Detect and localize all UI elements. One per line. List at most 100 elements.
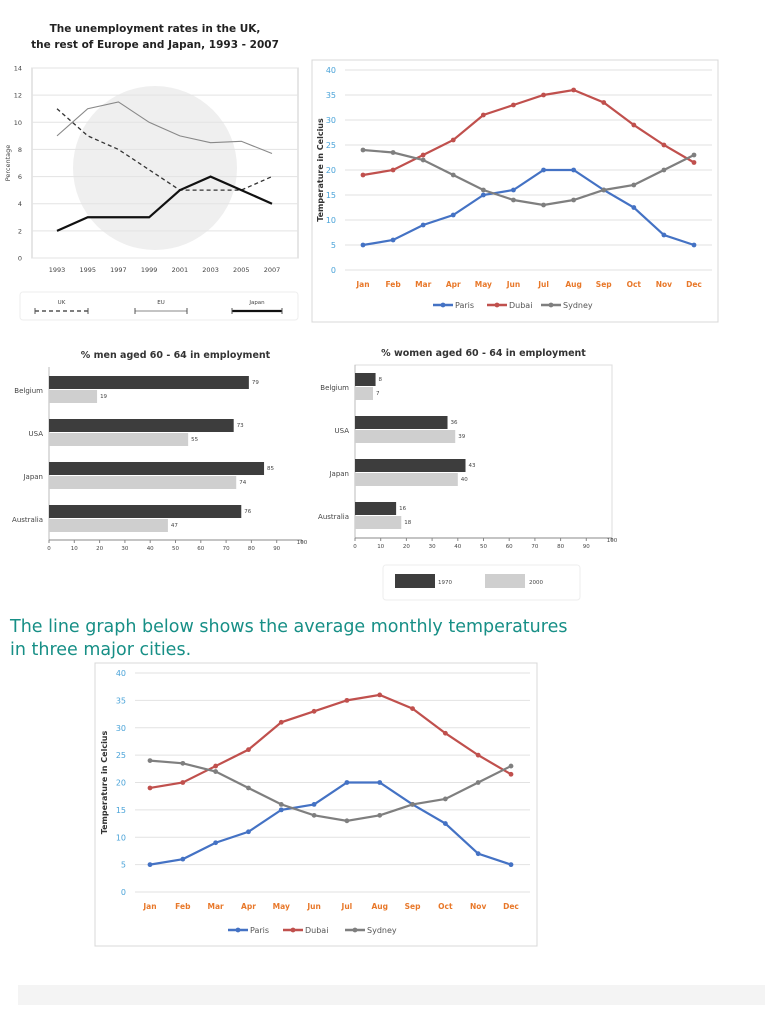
x-tick-label: Jan xyxy=(142,902,156,911)
data-point-paris xyxy=(691,242,697,248)
chart-title: % men aged 60 - 64 in employment xyxy=(81,350,271,361)
legend-marker xyxy=(290,927,296,933)
legend-label: Japan xyxy=(248,300,265,306)
bar-2000-australia xyxy=(49,519,168,532)
bar-1970-belgium xyxy=(355,373,376,386)
category-label: Australia xyxy=(318,513,349,521)
y-tick-label: 40 xyxy=(326,66,336,75)
x-tick-label: Jan xyxy=(355,280,369,289)
bar-1970-australia xyxy=(355,502,397,515)
y-axis-label: Percentage xyxy=(4,145,12,182)
y-tick-label: 5 xyxy=(331,241,336,250)
y-tick-label: 6 xyxy=(18,173,22,181)
data-point-sydney xyxy=(360,147,366,153)
data-point-sydney xyxy=(213,769,219,774)
legend-box xyxy=(382,564,581,601)
x-tick-label: Jun xyxy=(506,280,520,289)
data-point-dubai xyxy=(410,706,415,711)
data-point-dubai xyxy=(475,752,481,758)
y-tick-label: 10 xyxy=(14,119,22,127)
x-tick-label: May xyxy=(273,902,290,911)
data-point-dubai xyxy=(661,142,667,148)
y-tick-label: 10 xyxy=(326,216,336,225)
data-point-paris xyxy=(511,187,516,193)
chart-title: % women aged 60 - 64 in employment xyxy=(381,348,586,359)
x-tick-label: 20 xyxy=(96,546,103,552)
data-point-paris xyxy=(571,167,577,173)
data-point-sydney xyxy=(311,812,317,818)
data-point-paris xyxy=(344,780,350,785)
x-tick-label: 2007 xyxy=(264,266,281,274)
data-point-dubai xyxy=(147,785,153,791)
legend-marker xyxy=(494,302,500,308)
chart-title: The unemployment rates in the UK, xyxy=(50,23,261,35)
x-tick-label: Jul xyxy=(341,902,353,911)
series-line-dubai xyxy=(362,88,695,177)
x-tick-label: 0 xyxy=(47,546,51,552)
x-tick-label: 1993 xyxy=(49,266,66,274)
series-line-sydney xyxy=(362,148,695,207)
y-tick-label: 15 xyxy=(326,191,336,200)
x-tick-label: 80 xyxy=(557,544,564,550)
x-tick-label: Mar xyxy=(208,902,225,911)
y-tick-label: 0 xyxy=(121,888,126,897)
data-point-sydney xyxy=(541,202,546,208)
data-point-dubai xyxy=(601,100,607,105)
data-point-dubai xyxy=(420,152,426,158)
data-point-paris xyxy=(508,862,514,868)
y-tick-label: 25 xyxy=(116,751,126,760)
data-point-dubai xyxy=(571,87,577,93)
data-point-dubai xyxy=(246,747,251,753)
data-point-dubai xyxy=(377,692,383,698)
data-point-sydney xyxy=(508,763,514,769)
x-tick-label: 2005 xyxy=(233,266,250,274)
data-point-sydney xyxy=(344,818,350,824)
y-tick-label: 0 xyxy=(331,266,336,275)
bar-1970-australia xyxy=(49,505,242,518)
data-point-sydney xyxy=(480,187,486,193)
data-point-dubai xyxy=(691,160,697,165)
y-tick-label: 4 xyxy=(18,200,22,208)
data-point-sydney xyxy=(246,785,251,791)
data-point-sydney xyxy=(442,796,448,802)
bar-value-label: 79 xyxy=(252,380,259,386)
bar-1970-belgium xyxy=(49,376,249,389)
series-line-eu xyxy=(56,101,273,155)
x-tick-label: 10 xyxy=(377,544,384,550)
y-tick-label: 35 xyxy=(116,696,126,705)
bar-value-label: 85 xyxy=(267,466,274,472)
data-point-sydney xyxy=(601,187,607,193)
legend-marker xyxy=(235,927,241,933)
data-point-sydney xyxy=(691,152,697,158)
y-axis-label: Temperature in Celcius xyxy=(100,730,109,834)
bar-2000-usa xyxy=(49,433,189,446)
x-tick-label: 40 xyxy=(147,546,154,552)
data-point-paris xyxy=(278,807,284,813)
y-tick-label: 35 xyxy=(326,91,336,100)
data-point-paris xyxy=(480,192,486,198)
x-tick-label: 70 xyxy=(223,546,230,552)
y-tick-label: 15 xyxy=(116,806,126,815)
bar-1970-usa xyxy=(355,416,448,429)
x-tick-label: 100 xyxy=(607,538,618,544)
legend-label: EU xyxy=(157,300,165,306)
bar-2000-belgium xyxy=(49,390,98,403)
y-tick-label: 5 xyxy=(121,861,126,870)
x-tick-label: May xyxy=(475,280,492,289)
legend-marker xyxy=(548,302,554,308)
bar-1970-japan xyxy=(49,462,265,475)
x-tick-label: 2003 xyxy=(202,266,219,274)
caption-line-2: in three major cities. xyxy=(10,640,192,660)
category-label: Japan xyxy=(328,470,349,478)
data-point-dubai xyxy=(278,719,284,725)
x-tick-label: Nov xyxy=(470,902,486,911)
data-point-sydney xyxy=(377,812,383,818)
series-line-sydney xyxy=(149,759,512,822)
data-point-dubai xyxy=(508,771,514,777)
y-tick-label: 0 xyxy=(18,255,22,263)
data-point-paris xyxy=(180,856,186,862)
bar-value-label: 8 xyxy=(379,377,383,383)
data-point-sydney xyxy=(661,167,667,173)
bar-value-label: 40 xyxy=(461,477,468,483)
